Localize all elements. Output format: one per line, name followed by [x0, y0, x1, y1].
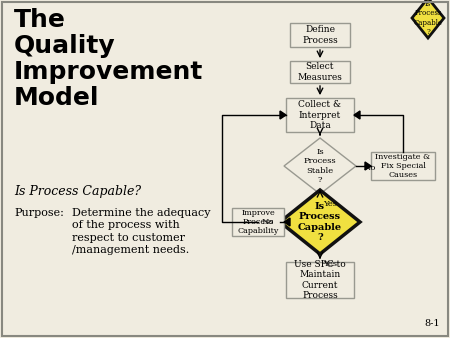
Polygon shape — [280, 190, 360, 254]
Text: Purpose:: Purpose: — [14, 208, 64, 218]
Text: Investigate &
Fix Special
Causes: Investigate & Fix Special Causes — [375, 153, 431, 179]
Polygon shape — [412, 0, 444, 38]
Polygon shape — [365, 162, 371, 170]
Bar — [286, 98, 354, 132]
Text: Is
Process
Capable
?: Is Process Capable ? — [298, 202, 342, 242]
Text: Improve
Process
Capability: Improve Process Capability — [237, 209, 279, 235]
Text: Is Process Capable?: Is Process Capable? — [14, 185, 141, 198]
Bar — [371, 152, 435, 180]
Text: 8-1: 8-1 — [424, 319, 440, 328]
Text: Use SPC to
Maintain
Current
Process: Use SPC to Maintain Current Process — [294, 260, 346, 300]
Bar — [232, 208, 284, 236]
Text: Define
Process: Define Process — [302, 25, 338, 45]
Text: No: No — [364, 164, 376, 172]
Text: Is
Process
Stable
?: Is Process Stable ? — [304, 148, 336, 184]
Text: Select
Measures: Select Measures — [297, 62, 342, 82]
Polygon shape — [284, 218, 290, 226]
Bar — [286, 262, 354, 298]
Polygon shape — [284, 138, 356, 194]
Text: Determine the adequacy
of the process with
respect to customer
/management needs: Determine the adequacy of the process wi… — [72, 208, 211, 255]
Text: No: No — [261, 218, 274, 226]
Bar — [290, 61, 350, 83]
Polygon shape — [354, 111, 360, 119]
Text: Collect &
Interpret
Data: Collect & Interpret Data — [298, 100, 342, 130]
Polygon shape — [280, 111, 286, 119]
Text: Is
Process
Capable
?: Is Process Capable ? — [414, 0, 442, 36]
Bar — [290, 23, 350, 47]
Text: Yes: Yes — [323, 260, 337, 268]
Text: The
Quality
Improvement
Model: The Quality Improvement Model — [14, 8, 203, 110]
Text: Yes: Yes — [323, 200, 337, 208]
